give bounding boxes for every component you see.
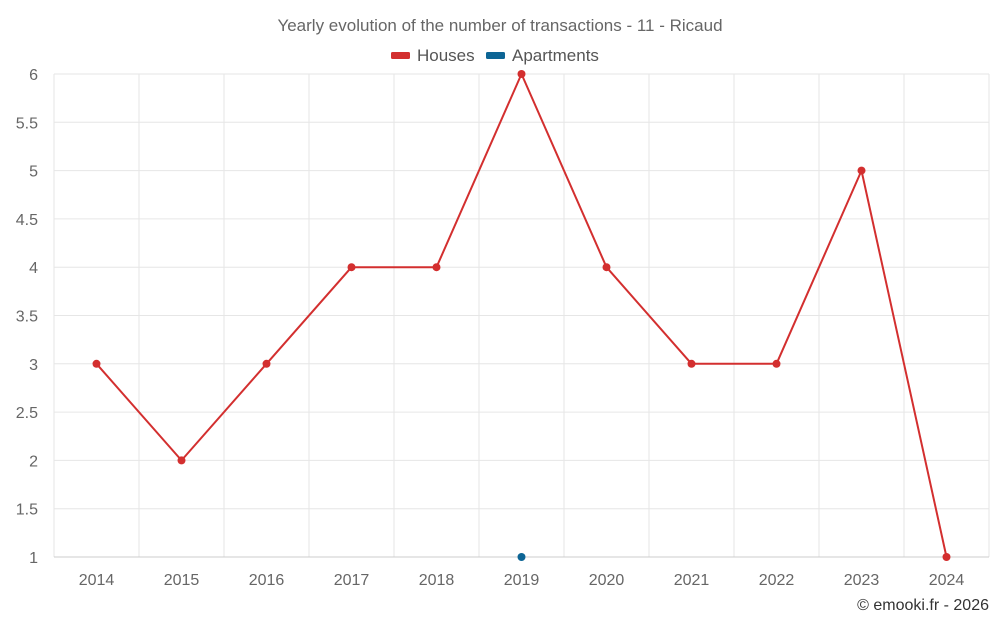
y-tick-label: 5 [29, 164, 38, 181]
x-tick-label: 2017 [334, 572, 370, 589]
chart-title: Yearly evolution of the number of transa… [277, 16, 722, 35]
x-tick-label: 2021 [674, 572, 710, 589]
legend-label-houses[interactable]: Houses [417, 46, 475, 65]
y-tick-label: 2.5 [16, 405, 38, 422]
x-tick-label: 2020 [589, 572, 625, 589]
x-tick-label: 2022 [759, 572, 795, 589]
data-point-houses[interactable] [602, 263, 611, 272]
y-tick-label: 2 [29, 453, 38, 470]
x-tick-label: 2019 [504, 572, 540, 589]
x-tick-label: 2014 [79, 572, 115, 589]
x-tick-label: 2018 [419, 572, 455, 589]
x-axis-ticks: 2014 2015 2016 2017 2018 2019 2020 2021 2022 2023… [79, 572, 965, 589]
x-tick-label: 2024 [929, 572, 965, 589]
credit-text: © emooki.fr - 2026 [857, 597, 989, 614]
data-point-houses[interactable] [177, 456, 186, 465]
grid [53, 73, 990, 558]
data-point-houses[interactable] [262, 359, 271, 368]
y-tick-label: 6 [29, 67, 38, 84]
y-tick-label: 3 [29, 357, 38, 374]
data-point-apartments[interactable] [517, 553, 526, 561]
x-tick-label: 2023 [844, 572, 880, 589]
data-point-houses[interactable] [942, 553, 951, 561]
y-tick-label: 1 [29, 550, 38, 567]
data-point-houses[interactable] [517, 70, 526, 78]
data-point-houses[interactable] [92, 359, 101, 368]
legend-swatch-apartments [486, 52, 505, 59]
y-tick-label: 5.5 [16, 115, 38, 132]
y-tick-label: 3.5 [16, 309, 38, 326]
data-point-houses[interactable] [857, 166, 866, 175]
data-point-houses[interactable] [687, 359, 696, 368]
y-tick-label: 4 [29, 260, 38, 277]
y-axis-ticks: 1 1.5 2 2.5 3 3.5 4 4.5 5 5.5 6 [16, 67, 38, 567]
y-tick-label: 1.5 [16, 502, 38, 519]
x-tick-label: 2016 [249, 572, 285, 589]
series [92, 70, 951, 561]
data-point-houses[interactable] [432, 263, 441, 272]
x-tick-label: 2015 [164, 572, 200, 589]
legend-swatch-houses [391, 52, 410, 59]
legend-label-apartments[interactable]: Apartments [512, 46, 599, 65]
y-tick-label: 4.5 [16, 212, 38, 229]
data-point-houses[interactable] [772, 359, 781, 368]
legend: Houses Apartments [391, 46, 599, 65]
data-point-houses[interactable] [347, 263, 356, 272]
